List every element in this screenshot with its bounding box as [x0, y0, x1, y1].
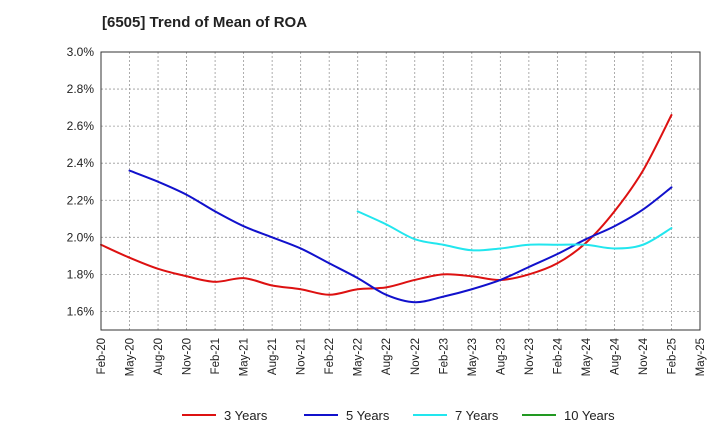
y-tick-label: 2.6%	[67, 119, 95, 133]
x-tick-label: Aug-23	[495, 338, 507, 375]
x-tick-label: Nov-20	[182, 338, 194, 375]
x-tick-label: May-22	[353, 338, 365, 376]
grid-layer	[101, 52, 700, 330]
y-tick-label: 2.0%	[67, 230, 95, 244]
legend-label-7-years: 7 Years	[455, 408, 499, 423]
series-layer	[100, 114, 673, 304]
x-tick-label: Aug-24	[609, 337, 621, 375]
x-tick-label: Aug-22	[381, 338, 393, 375]
x-tick-label: Aug-20	[153, 338, 165, 375]
y-tick-label: 3.0%	[67, 45, 95, 59]
y-axis: 1.6% 1.8% 2.0% 2.2% 2.4% 2.6% 2.8% 3.0%	[67, 45, 95, 318]
x-tick-label: Nov-24	[638, 337, 650, 375]
plot-frame	[100, 51, 701, 331]
series-line-3-years	[100, 114, 673, 296]
x-tick-label: Nov-23	[524, 338, 536, 375]
legend-label-3-years: 3 Years	[224, 408, 268, 423]
x-tick-label: Feb-25	[666, 338, 678, 374]
x-tick-label: Feb-24	[552, 337, 564, 374]
y-tick-label: 2.8%	[67, 82, 95, 96]
x-tick-label: May-25	[695, 338, 707, 376]
x-tick-label: May-21	[239, 338, 251, 376]
y-tick-label: 1.8%	[67, 267, 95, 281]
y-tick-label: 2.2%	[67, 193, 95, 207]
x-tick-label: Feb-21	[210, 338, 222, 374]
legend: 3 Years 5 Years 7 Years 10 Years	[182, 408, 615, 423]
x-tick-label: Feb-22	[324, 338, 336, 374]
x-tick-label: Nov-22	[410, 338, 422, 375]
legend-label-10-years: 10 Years	[564, 408, 615, 423]
series-line-5-years	[128, 169, 673, 304]
x-tick-label: May-24	[581, 337, 593, 376]
chart-title: [6505] Trend of Mean of ROA	[102, 14, 308, 31]
x-tick-label: Feb-23	[438, 338, 450, 374]
series-line-7-years	[356, 210, 673, 252]
x-tick-label: Aug-21	[267, 338, 279, 375]
x-tick-label: May-23	[467, 338, 479, 376]
legend-label-5-years: 5 Years	[346, 408, 390, 423]
x-tick-label: Nov-21	[296, 338, 308, 375]
x-axis: Feb-20 May-20 Aug-20 Nov-20 Feb-21 May-21 Aug-…	[96, 337, 707, 376]
y-tick-label: 1.6%	[67, 304, 95, 318]
x-tick-label: Feb-20	[96, 338, 108, 374]
y-tick-label: 2.4%	[67, 156, 95, 170]
x-tick-label: May-20	[125, 338, 137, 376]
